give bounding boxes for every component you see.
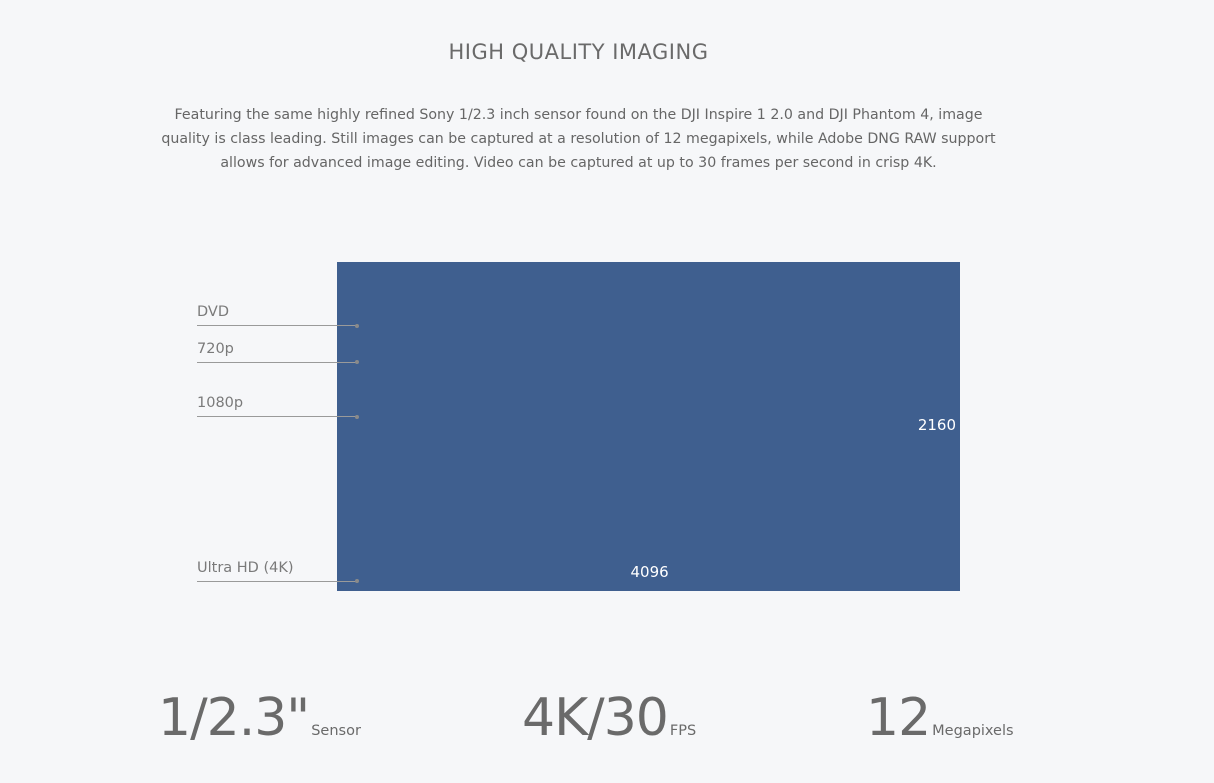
leader-dot-dvd <box>355 323 359 328</box>
stat-photo-unit: Megapixels <box>932 723 1014 739</box>
format-label-dvd: DVD <box>197 304 229 320</box>
leader-dot-ultra-hd-4k <box>355 579 359 584</box>
stat-photo-value: 12 <box>866 688 931 748</box>
leader-line-1080p <box>197 416 357 418</box>
section-title: HIGH QUALITY IMAGING <box>448 40 709 64</box>
stat-video-unit: FPS <box>669 723 697 739</box>
height-label-ultra-hd-4k: 2160 <box>917 416 956 435</box>
leader-dot-1080p <box>355 414 359 419</box>
stat-video-value: 4K/30 <box>522 688 669 748</box>
stat-sensor: 1/2.3" Sensor <box>158 688 361 748</box>
resolution-box-ultra-hd-4k: 4096 2160 <box>337 262 960 591</box>
width-label-ultra-hd-4k: 4096 <box>630 562 669 581</box>
stat-sensor-unit: Sensor <box>311 723 361 739</box>
leader-line-dvd <box>197 325 357 326</box>
section-description: Featuring the same highly refined Sony 1… <box>161 107 996 171</box>
format-label-720p: 720p <box>197 340 234 357</box>
leader-line-720p <box>197 361 357 363</box>
leader-dot-720p <box>355 360 359 364</box>
stat-sensor-value: 1/2.3" <box>158 688 310 748</box>
stat-video: 4K/30 FPS <box>522 688 696 748</box>
format-label-ultra-hd-4k: Ultra HD (4K) <box>197 559 294 576</box>
stat-photo: 12 Megapixels <box>866 688 1014 748</box>
format-label-1080p: 1080p <box>197 395 244 412</box>
leader-line-ultra-hd-4k <box>197 580 357 582</box>
